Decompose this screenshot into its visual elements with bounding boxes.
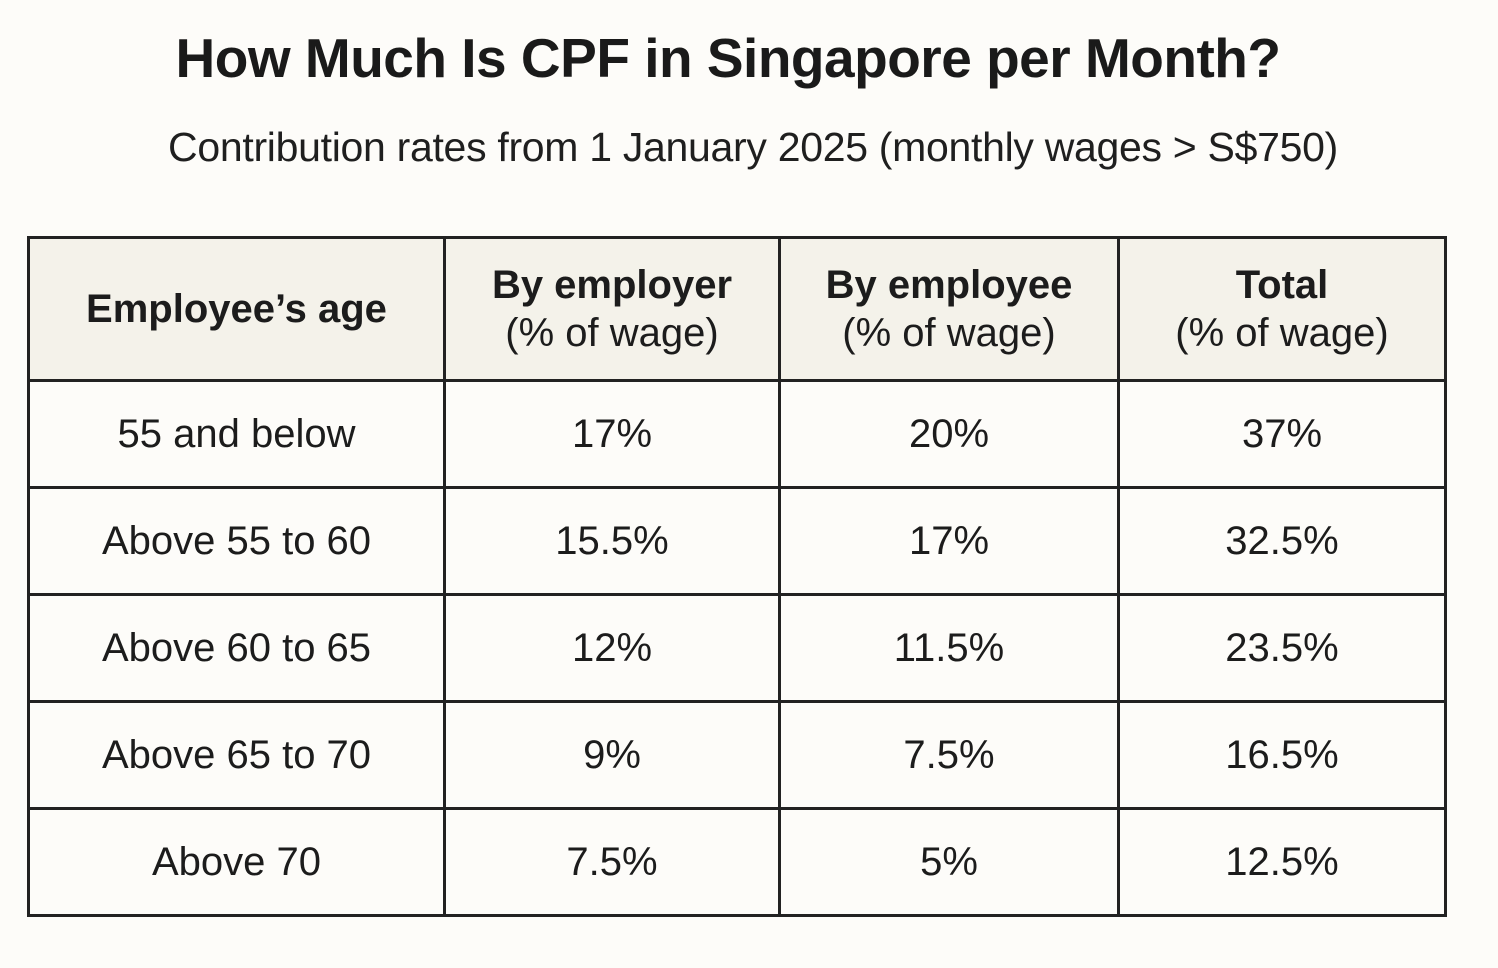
cell-age: Above 65 to 70 (27, 700, 446, 810)
cell-employer: 17% (443, 379, 781, 489)
header-employee-age: Employee’s age (27, 236, 446, 382)
header-label: Total (1235, 263, 1329, 307)
table-row: Above 65 to 70 9% 7.5% 16.5% (27, 700, 1447, 810)
cell-employer: 15.5% (443, 486, 781, 596)
table-row: Above 60 to 65 12% 11.5% 23.5% (27, 593, 1447, 703)
header-label: Employee’s age (86, 287, 387, 331)
table-header: Employee’s age By employer (% of wage) B… (27, 236, 1447, 382)
cell-total: 23.5% (1117, 593, 1447, 703)
cell-age: Above 55 to 60 (27, 486, 446, 596)
cell-total: 37% (1117, 379, 1447, 489)
cell-age: Above 70 (27, 807, 446, 917)
cell-employer: 7.5% (443, 807, 781, 917)
table-row: Above 70 7.5% 5% 12.5% (27, 807, 1447, 917)
table-row: Above 55 to 60 15.5% 17% 32.5% (27, 486, 1447, 596)
cell-employee: 17% (778, 486, 1120, 596)
header-sublabel: (% of wage) (842, 311, 1056, 355)
cell-employee: 20% (778, 379, 1120, 489)
cell-age: 55 and below (27, 379, 446, 489)
header-label: By employer (491, 263, 733, 307)
header-sublabel: (% of wage) (505, 311, 719, 355)
header-row: Employee’s age By employer (% of wage) B… (27, 236, 1447, 382)
page-title: How Much Is CPF in Singapore per Month? (175, 27, 1281, 89)
page-subtitle: Contribution rates from 1 January 2025 (… (168, 124, 1338, 170)
cell-employer: 9% (443, 700, 781, 810)
header-sublabel: (% of wage) (1175, 311, 1389, 355)
table-body: 55 and below 17% 20% 37% Above 55 to 60 … (27, 379, 1447, 917)
header-by-employer: By employer (% of wage) (443, 236, 781, 382)
cpf-contribution-table: Employee’s age By employer (% of wage) B… (27, 236, 1447, 917)
cell-employer: 12% (443, 593, 781, 703)
header-total: Total (% of wage) (1117, 236, 1447, 382)
cell-employee: 5% (778, 807, 1120, 917)
cell-total: 12.5% (1117, 807, 1447, 917)
header-by-employee: By employee (% of wage) (778, 236, 1120, 382)
cell-total: 16.5% (1117, 700, 1447, 810)
cell-age: Above 60 to 65 (27, 593, 446, 703)
cell-total: 32.5% (1117, 486, 1447, 596)
table-row: 55 and below 17% 20% 37% (27, 379, 1447, 489)
header-label: By employee (825, 263, 1073, 307)
cell-employee: 11.5% (778, 593, 1120, 703)
cell-employee: 7.5% (778, 700, 1120, 810)
